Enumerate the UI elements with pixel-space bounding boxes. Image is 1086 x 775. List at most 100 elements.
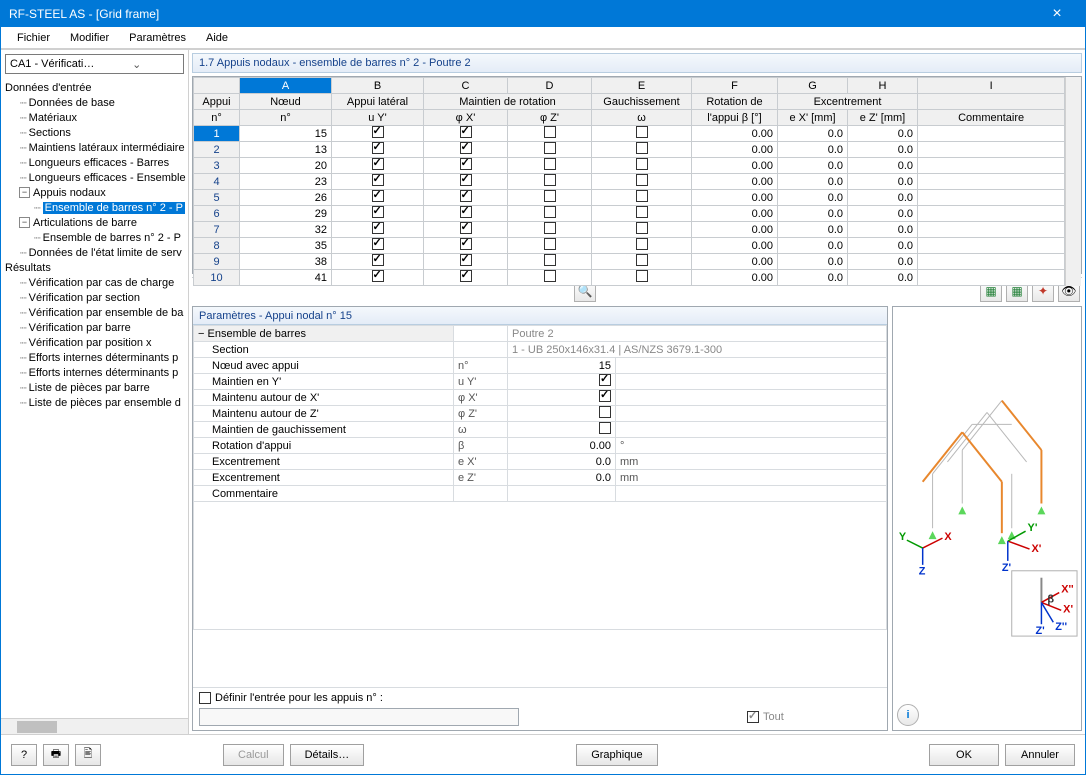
table-row[interactable]: 4230.000.00.0 — [194, 174, 1065, 190]
table-row[interactable]: 1150.000.00.0 — [194, 126, 1065, 142]
tree-node[interactable]: ····Vérification par ensemble de ba — [1, 305, 188, 320]
tree-node[interactable]: ····Liste de pièces par ensemble d — [1, 395, 188, 410]
sidebar-hscroll[interactable] — [1, 718, 188, 734]
param-mg-k: Maintien de gauchissement — [194, 422, 454, 438]
close-icon[interactable]: × — [1037, 1, 1077, 27]
param-section-k: Section — [194, 342, 454, 358]
param-mx-k: Maintenu autour de X' — [194, 390, 454, 406]
section-title: 1.7 Appuis nodaux - ensemble de barres n… — [192, 53, 1082, 73]
tree-node[interactable]: ····Longueurs efficaces - Barres — [1, 155, 188, 170]
svg-text:X': X' — [1032, 543, 1042, 555]
param-noeud-k: Nœud avec appui — [194, 358, 454, 374]
menu-parametres[interactable]: Paramètres — [119, 29, 196, 47]
grid-vscroll[interactable] — [1065, 77, 1081, 286]
details-button[interactable]: Détails… — [290, 744, 365, 766]
params-title: Paramètres - Appui nodal n° 15 — [193, 307, 887, 325]
tree-node[interactable]: ····Vérification par position x — [1, 335, 188, 350]
tree-node[interactable]: ····Données de base — [1, 95, 188, 110]
define-checkbox[interactable] — [199, 692, 211, 704]
tree-node[interactable]: ····Vérification par section — [1, 290, 188, 305]
tree-node[interactable]: ····Vérification par barre — [1, 320, 188, 335]
param-rot-k: Rotation d'appui — [194, 438, 454, 454]
case-combo[interactable]: CA1 - Vérification de l'acier selo ⌄ — [5, 54, 184, 74]
tout-label: Tout — [763, 711, 784, 723]
param-ensemble-k: Ensemble de barres — [208, 328, 306, 340]
param-ex-v[interactable]: 0.0 — [508, 454, 616, 470]
info-button[interactable]: i — [897, 704, 919, 726]
param-mg-chk[interactable] — [599, 422, 611, 434]
tree-node[interactable]: ····Vérification par cas de charge — [1, 275, 188, 290]
param-rot-v[interactable]: 0.00 — [508, 438, 616, 454]
define-input[interactable] — [199, 708, 519, 726]
param-mz-chk[interactable] — [599, 406, 611, 418]
ok-button[interactable]: OK — [929, 744, 999, 766]
svg-text:Z': Z' — [1035, 625, 1045, 637]
export-button[interactable]: 🖹 — [75, 744, 101, 766]
svg-text:Z': Z' — [1002, 562, 1012, 574]
data-grid[interactable]: ABCDEFGHIAppuiNœudAppui latéralMaintien … — [192, 76, 1082, 274]
params-table[interactable]: − Ensemble de barresPoutre 2 Section1 - … — [193, 325, 887, 630]
model-preview[interactable]: X Y Z X' Y' Z' X' — [893, 307, 1081, 700]
case-combo-text: CA1 - Vérification de l'acier selo — [10, 58, 95, 70]
menu-aide[interactable]: Aide — [196, 29, 238, 47]
param-com-k: Commentaire — [194, 486, 454, 502]
tree-node[interactable]: −Appuis nodaux — [1, 185, 188, 200]
table-row[interactable]: 5260.000.00.0 — [194, 190, 1065, 206]
param-mx-chk[interactable] — [599, 390, 611, 402]
tree-node[interactable]: Résultats — [1, 260, 188, 275]
svg-text:Z: Z — [919, 566, 926, 578]
table-row[interactable]: 10410.000.00.0 — [194, 270, 1065, 286]
app-window: RF-STEEL AS - [Grid frame] × Fichier Mod… — [0, 0, 1086, 775]
tree-node[interactable]: ····Liste de pièces par barre — [1, 380, 188, 395]
tree-node[interactable]: ····Efforts internes déterminants p — [1, 350, 188, 365]
param-ex-k: Excentrement — [194, 454, 454, 470]
table-row[interactable]: 6290.000.00.0 — [194, 206, 1065, 222]
graphique-button[interactable]: Graphique — [576, 744, 657, 766]
tree-node[interactable]: ····Matériaux — [1, 110, 188, 125]
param-com-v[interactable] — [508, 486, 616, 502]
calcul-button[interactable]: Calcul — [223, 744, 284, 766]
tree-node[interactable]: −Articulations de barre — [1, 215, 188, 230]
menubar: Fichier Modifier Paramètres Aide — [1, 27, 1085, 49]
tree-node[interactable]: ····Ensemble de barres n° 2 - P — [1, 200, 188, 215]
table-row[interactable]: 7320.000.00.0 — [194, 222, 1065, 238]
preview-panel: X Y Z X' Y' Z' X' — [892, 306, 1082, 731]
svg-text:X'': X'' — [1061, 584, 1074, 596]
tree-node[interactable]: ····Ensemble de barres n° 2 - P — [1, 230, 188, 245]
svg-text:β: β — [1047, 593, 1054, 605]
chevron-down-icon: ⌄ — [95, 58, 180, 71]
main-panel: 1.7 Appuis nodaux - ensemble de barres n… — [189, 50, 1085, 734]
tree-node[interactable]: ····Données de l'état limite de serv — [1, 245, 188, 260]
table-row[interactable]: 3200.000.00.0 — [194, 158, 1065, 174]
tree-node[interactable]: ····Efforts internes déterminants p — [1, 365, 188, 380]
param-ez-v[interactable]: 0.0 — [508, 470, 616, 486]
table-row[interactable]: 8350.000.00.0 — [194, 238, 1065, 254]
nav-tree[interactable]: Données d'entrée····Données de base····M… — [1, 78, 188, 718]
define-row: Définir l'entrée pour les appuis n° : To… — [193, 687, 887, 730]
svg-text:Z'': Z'' — [1055, 621, 1067, 633]
menu-fichier[interactable]: Fichier — [7, 29, 60, 47]
print-button[interactable]: 🖶 — [43, 744, 69, 766]
annuler-button[interactable]: Annuler — [1005, 744, 1075, 766]
params-area: Paramètres - Appui nodal n° 15 − Ensembl… — [192, 306, 1082, 731]
menu-modifier[interactable]: Modifier — [60, 29, 119, 47]
param-my-chk[interactable] — [599, 374, 611, 386]
param-ensemble-v: Poutre 2 — [508, 326, 887, 342]
tout-checkbox[interactable] — [747, 711, 759, 723]
param-ez-k: Excentrement — [194, 470, 454, 486]
param-my-k: Maintien en Y' — [194, 374, 454, 390]
sidebar: CA1 - Vérification de l'acier selo ⌄ Don… — [1, 50, 189, 734]
table-row[interactable]: 9380.000.00.0 — [194, 254, 1065, 270]
param-mz-k: Maintenu autour de Z' — [194, 406, 454, 422]
titlebar: RF-STEEL AS - [Grid frame] × — [1, 1, 1085, 27]
define-label: Définir l'entrée pour les appuis n° : — [215, 692, 383, 704]
svg-text:X: X — [944, 531, 952, 543]
svg-text:Y': Y' — [1028, 522, 1038, 534]
table-row[interactable]: 2130.000.00.0 — [194, 142, 1065, 158]
tree-node[interactable]: Données d'entrée — [1, 80, 188, 95]
tree-node[interactable]: ····Maintiens latéraux intermédiaire — [1, 140, 188, 155]
tree-node[interactable]: ····Longueurs efficaces - Ensemble — [1, 170, 188, 185]
tree-node[interactable]: ····Sections — [1, 125, 188, 140]
help-button[interactable]: ? — [11, 744, 37, 766]
svg-text:X': X' — [1063, 603, 1073, 615]
